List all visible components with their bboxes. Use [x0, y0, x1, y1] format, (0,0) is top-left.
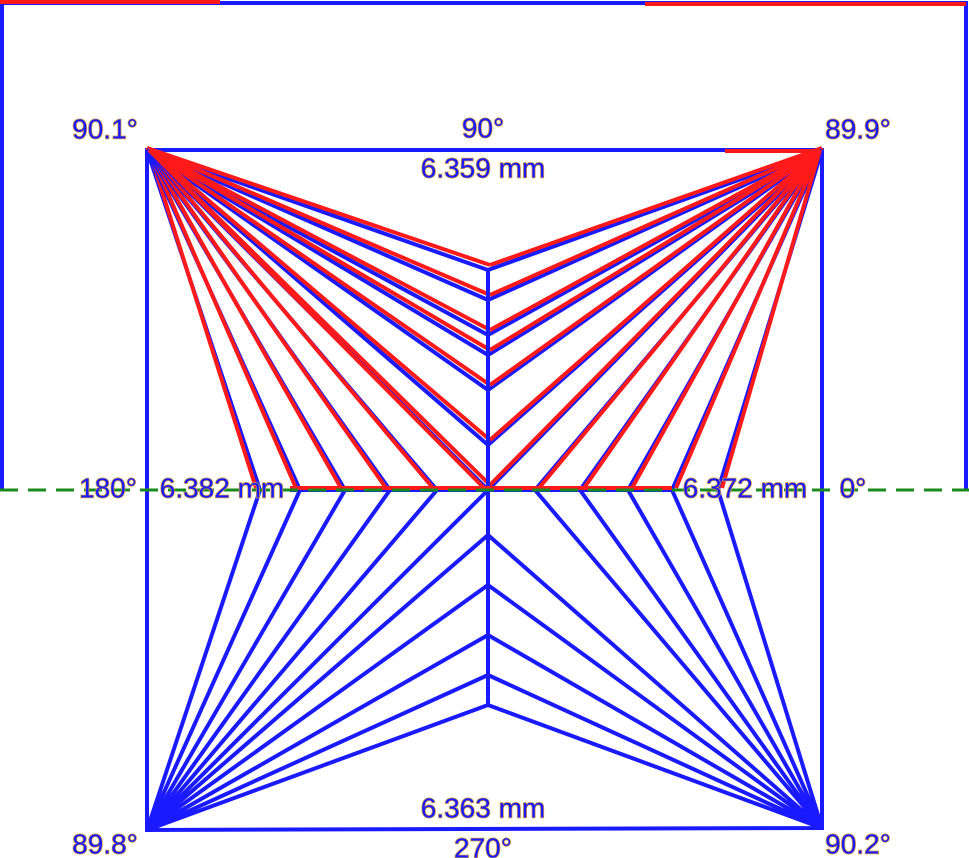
corner-label: 89.9°: [825, 113, 891, 144]
grid-line: [486, 633, 824, 830]
grid-line: [147, 149, 343, 489]
side-length: 6.372 mm: [683, 472, 808, 503]
grid-line: [147, 149, 298, 489]
grid-line: [486, 533, 824, 830]
grid-line: [720, 149, 822, 489]
grid-line: [489, 146, 823, 297]
side-length: 6.363 mm: [421, 792, 546, 823]
axis-label: 0°: [840, 472, 867, 503]
grid-line: [145, 488, 490, 832]
grid-line: [582, 148, 822, 490]
axis-label: 270°: [454, 832, 512, 858]
grid-line: [146, 146, 491, 332]
grid-line: [145, 583, 490, 832]
axis-label: 180°: [79, 472, 137, 503]
grid-line: [488, 146, 824, 442]
grid-line: [488, 146, 824, 352]
grid-line: [716, 489, 824, 829]
grid-line: [146, 673, 489, 832]
grid-line: [487, 148, 823, 302]
grid-line: [145, 146, 492, 352]
grid-line: [146, 148, 489, 302]
grid-line: [145, 489, 262, 831]
outer-frame: [0, 1, 968, 490]
grid-line: [487, 703, 823, 830]
corner-label: 90.2°: [825, 828, 891, 858]
grid-line: [145, 488, 439, 832]
corner-label: 90.1°: [72, 113, 138, 144]
grid-line: [578, 488, 824, 830]
axis-label: 90°: [462, 112, 504, 143]
grid-lines: [0, 0, 968, 833]
grid-line: [145, 148, 490, 357]
grid-line: [533, 488, 824, 830]
grid-line: [145, 148, 490, 447]
grid-line: [626, 489, 824, 829]
grid-line: [537, 148, 822, 490]
grid-line: [486, 583, 824, 830]
grid-line: [630, 149, 822, 489]
grid-line: [145, 489, 302, 831]
grid-line: [670, 489, 824, 829]
grid-line: [145, 146, 492, 442]
grid-line: [488, 146, 824, 387]
grid-line: [487, 148, 823, 272]
grid-line: [147, 149, 258, 489]
grid-line: [489, 146, 823, 332]
grid-line: [145, 148, 490, 392]
grid-line: [146, 146, 491, 297]
grid-line: [147, 148, 486, 490]
grid-line: [145, 146, 492, 387]
grid-line: [146, 703, 489, 832]
grid-line: [145, 488, 392, 832]
grid-line: [147, 148, 388, 490]
grid-line: [145, 488, 347, 832]
side-length: 6.382 mm: [160, 472, 285, 503]
grid-line: [146, 148, 489, 272]
grid-line: [674, 149, 822, 489]
side-length: 6.359 mm: [421, 152, 546, 183]
grid-line: [145, 533, 490, 832]
grid-line: [147, 148, 435, 490]
grid-line: [489, 146, 823, 267]
grid-line: [146, 633, 489, 832]
grid-line: [487, 673, 823, 830]
corner-label: 89.8°: [72, 828, 138, 858]
grid-line: [488, 146, 824, 487]
grid-line: [146, 146, 491, 267]
